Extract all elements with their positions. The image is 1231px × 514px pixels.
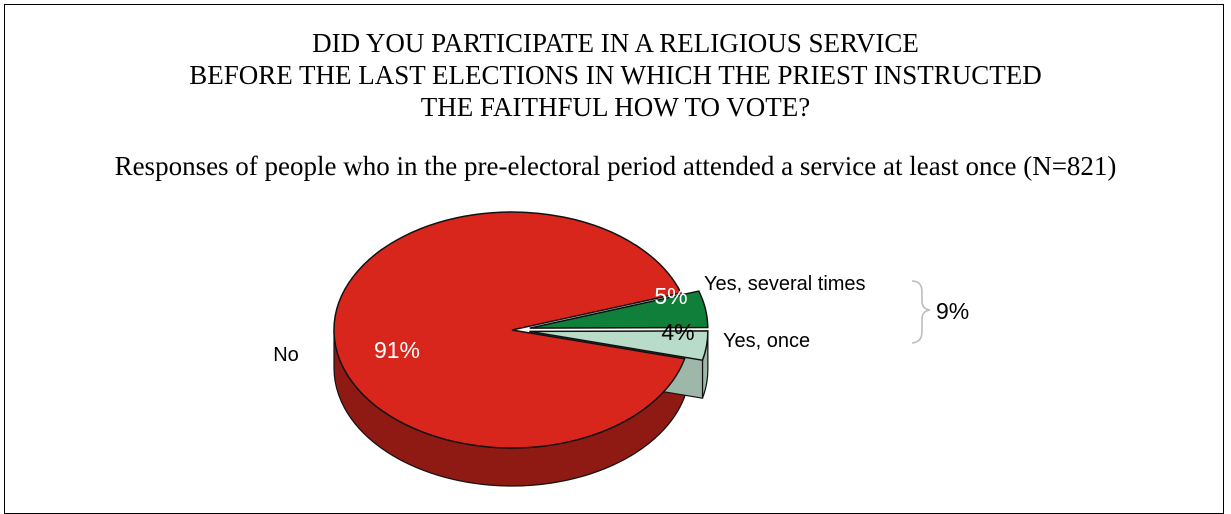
title-line-2: BEFORE THE LAST ELECTIONS IN WHICH THE P… xyxy=(189,60,1042,90)
pie-slice-no xyxy=(333,211,686,449)
pie-slice-yes-several-times xyxy=(529,290,709,329)
slice-value-label: 4% xyxy=(661,319,694,345)
chart-title: DID YOU PARTICIPATE IN A RELIGIOUS SERVI… xyxy=(0,27,1231,123)
slice-category-label: No xyxy=(273,344,299,366)
pie-tops xyxy=(333,211,709,449)
slice-value-label: 91% xyxy=(374,337,420,363)
title-line-1: DID YOU PARTICIPATE IN A RELIGIOUS SERVI… xyxy=(312,28,919,58)
pie-labels: 91% 5% 4% No Yes, several times Yes, once 9% xyxy=(273,273,969,366)
slice-category-label: Yes, several times xyxy=(704,273,866,295)
chart-subtitle: Responses of people who in the pre-elect… xyxy=(114,151,1117,181)
title-line-3: THE FAITHFUL HOW TO VOTE? xyxy=(420,92,811,122)
group-annotation-label: 9% xyxy=(936,298,969,324)
group-brace xyxy=(911,280,931,344)
pie-slice-yes-once xyxy=(529,330,709,362)
slice-category-label: Yes, once xyxy=(723,330,810,352)
slice-value-label: 5% xyxy=(654,283,687,309)
